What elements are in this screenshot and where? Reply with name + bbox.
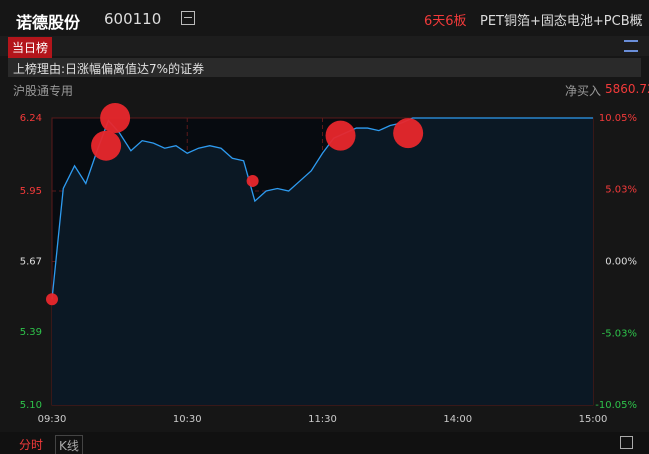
- menu-icon[interactable]: [624, 40, 638, 52]
- tab[interactable]: 当日榜: [8, 37, 53, 58]
- x-tick-label: 09:30: [38, 414, 67, 425]
- y-tick-label: 5.67: [20, 257, 42, 268]
- expand-icon[interactable]: [620, 436, 633, 449]
- y2-tick-label: -5.03%: [602, 328, 637, 339]
- bottom-tab[interactable]: 分时: [16, 435, 46, 454]
- stock-code: 600110: [104, 10, 162, 28]
- event-marker: [246, 174, 259, 187]
- reason-bar: [8, 58, 641, 77]
- event-marker: [91, 130, 122, 161]
- net-buy-label: 净买入: [565, 84, 602, 98]
- price-line: [51, 117, 593, 300]
- streak: 6天6板: [424, 14, 467, 29]
- concept: PET铜箔+固态电池+PCB概: [480, 14, 643, 29]
- x-tick-label: 10:30: [173, 414, 202, 425]
- y2-tick-label: 5.03%: [605, 185, 637, 196]
- y2-tick-label: 0.00%: [605, 257, 637, 268]
- x-tick-label: 15:00: [579, 414, 608, 425]
- y-tick-label: 5.39: [20, 327, 42, 338]
- y2-tick-label: 10.05%: [599, 113, 637, 124]
- area: [52, 118, 593, 405]
- collapse-button[interactable]: [181, 11, 195, 25]
- bottom-bar: [0, 432, 649, 454]
- event-marker: [46, 293, 58, 306]
- reason: 上榜理由:日涨幅偏离值达7%的证券: [13, 62, 205, 76]
- y-tick-label: 5.95: [20, 186, 42, 197]
- event-marker: [325, 120, 356, 151]
- stock-name: 诺德股份: [16, 13, 81, 32]
- y-tick-label: 5.10: [20, 400, 42, 411]
- event-marker: [100, 103, 131, 133]
- event-marker: [393, 118, 424, 149]
- x-tick-label: 14:00: [443, 414, 472, 425]
- tab-bar: [0, 36, 649, 56]
- net-buy: 5860.72: [605, 82, 649, 96]
- chart: 6.24 5.95 5.67 5.39 5.10 10.05% 5.03% 0.00% -5.0…: [20, 103, 637, 425]
- y-tick-label: 6.24: [20, 113, 42, 124]
- y2-tick-label: -10.05%: [595, 400, 637, 411]
- seat: 沪股通专用: [13, 84, 74, 98]
- x-tick-label: 11:30: [308, 414, 337, 425]
- bottom-tab[interactable]: K线: [55, 435, 83, 454]
